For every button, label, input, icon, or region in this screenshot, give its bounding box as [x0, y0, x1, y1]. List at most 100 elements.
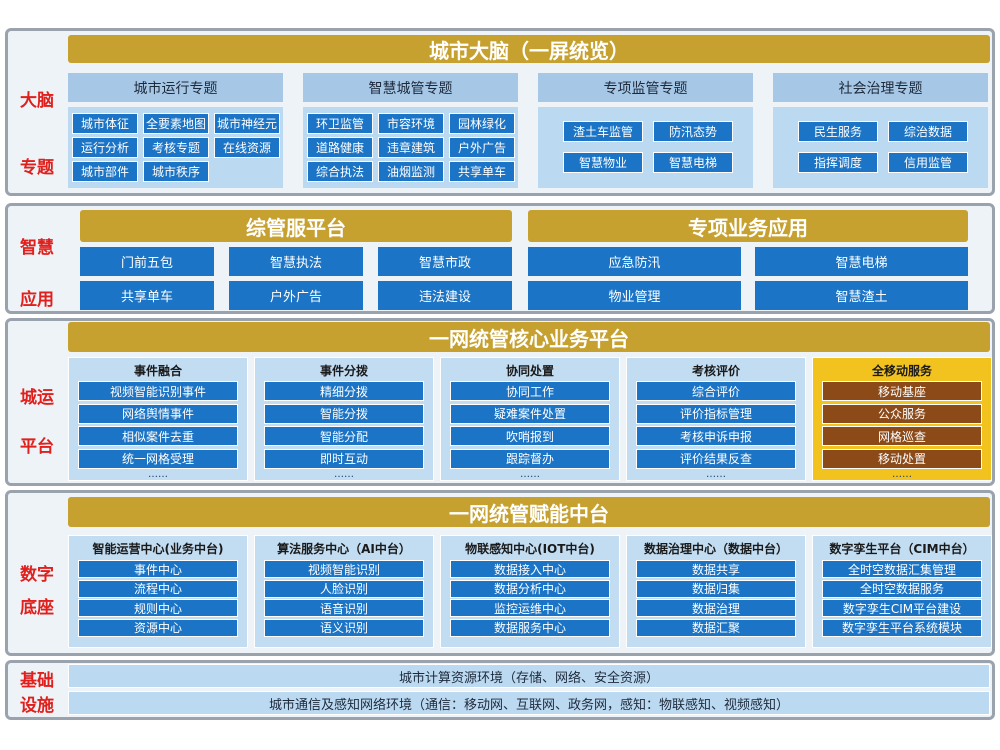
section-title: 一网统管核心业务平台 [68, 322, 990, 352]
topic-button: 城市神经元 [214, 113, 280, 134]
topic-button: 考核专题 [143, 137, 209, 158]
topic-button: 智慧物业 [563, 152, 643, 173]
center-title: 智能运营中心(业务中台) [92, 541, 224, 556]
group-panel [773, 107, 988, 188]
app-button: 智慧执法 [229, 247, 363, 276]
center-item: 数据治理 [636, 599, 796, 617]
module-item: 评价指标管理 [636, 403, 796, 424]
module-title: 考核评价 [691, 363, 740, 378]
module-item: 网络舆情事件 [78, 403, 238, 424]
app-button: 智慧电梯 [755, 247, 968, 276]
section-label: 基础 [20, 670, 54, 691]
module-item: 疑难案件处置 [450, 403, 610, 424]
app-button: 物业管理 [528, 281, 741, 310]
center-item: 数据汇聚 [636, 618, 796, 637]
center-item: 规则中心 [78, 599, 238, 617]
module-item: 精细分拨 [264, 381, 424, 401]
app-button: 共享单车 [80, 281, 214, 310]
module-title: 全移动服务 [871, 363, 932, 378]
section-title: 一网统管赋能中台 [68, 497, 990, 527]
app-button: 应急防汛 [528, 247, 741, 276]
topic-button: 在线资源 [214, 137, 280, 158]
section-label: 应用 [20, 289, 54, 310]
module-item: 即时互动 [264, 448, 424, 469]
module-item: 网格巡查 [822, 426, 982, 446]
topic-button: 城市秩序 [143, 161, 209, 182]
module-item: 评价结果反查 [636, 448, 796, 469]
more-indicator: …… [148, 468, 168, 480]
section-label: 城运 [20, 387, 54, 408]
topic-button: 环卫监管 [307, 113, 373, 134]
topic-button: 户外广告 [449, 137, 515, 158]
more-indicator: …… [892, 468, 912, 480]
module-item: 跟踪督办 [450, 448, 610, 469]
center-item: 人脸识别 [264, 579, 424, 598]
module-title: 事件分拨 [319, 363, 368, 378]
center-title: 算法服务中心（AI中台） [277, 541, 411, 556]
panel-title: 综管服平台 [80, 210, 512, 242]
topic-button: 城市部件 [72, 161, 138, 182]
module-item: 公众服务 [822, 403, 982, 424]
section-label: 设施 [20, 695, 54, 716]
module-item: 综合评价 [636, 381, 796, 401]
topic-button: 综合执法 [307, 161, 373, 182]
section-label: 平台 [20, 436, 54, 457]
group-header: 社会治理专题 [773, 73, 988, 102]
group-header: 智慧城管专题 [303, 73, 518, 102]
center-title: 数字孪生平台（CIM中台） [829, 541, 975, 556]
center-item: 监控运维中心 [450, 599, 610, 617]
module-item: 移动处置 [822, 448, 982, 469]
topic-button: 全要素地图 [143, 113, 209, 134]
module-title: 事件融合 [133, 363, 182, 378]
module-item: 考核申诉申报 [636, 426, 796, 446]
topic-button: 民生服务 [798, 121, 878, 142]
module-item: 统一网格受理 [78, 448, 238, 469]
center-item: 数字孪生平台系统模块 [822, 618, 982, 637]
center-item: 流程中心 [78, 579, 238, 598]
center-item: 数据接入中心 [450, 560, 610, 578]
topic-button: 综治数据 [888, 121, 968, 142]
infra-row: 城市通信及感知网络环境（通信：移动网、互联网、政务网，感知：物联感知、视频感知） [68, 691, 990, 715]
topic-button: 共享单车 [449, 161, 515, 182]
section-label: 大脑 [20, 90, 54, 111]
more-indicator: …… [334, 468, 354, 480]
app-button: 户外广告 [229, 281, 363, 310]
module-item: 吹哨报到 [450, 426, 610, 446]
center-item: 数据服务中心 [450, 618, 610, 637]
center-item: 数据分析中心 [450, 579, 610, 598]
module-item: 协同工作 [450, 381, 610, 401]
topic-button: 市容环境 [378, 113, 444, 134]
center-item: 数据归集 [636, 579, 796, 598]
topic-button: 运行分析 [72, 137, 138, 158]
center-title: 物联感知中心(IOT中台) [465, 541, 595, 556]
module-item: 智能分配 [264, 426, 424, 446]
center-item: 语音识别 [264, 599, 424, 617]
topic-button: 违章建筑 [378, 137, 444, 158]
more-indicator: …… [706, 468, 726, 480]
topic-button: 道路健康 [307, 137, 373, 158]
module-title: 协同处置 [505, 363, 554, 378]
app-button: 违法建设 [378, 281, 512, 310]
topic-button: 城市体征 [72, 113, 138, 134]
topic-button: 油烟监测 [378, 161, 444, 182]
app-button: 门前五包 [80, 247, 214, 276]
center-item: 视频智能识别 [264, 560, 424, 578]
center-item: 全时空数据服务 [822, 579, 982, 598]
center-item: 事件中心 [78, 560, 238, 578]
center-item: 数据共享 [636, 560, 796, 578]
module-item: 移动基座 [822, 381, 982, 401]
topic-button: 渣土车监管 [563, 121, 643, 142]
module-item: 智能分拨 [264, 403, 424, 424]
topic-button: 信用监管 [888, 152, 968, 173]
module-item: 视频智能识别事件 [78, 381, 238, 401]
center-item: 数字孪生CIM平台建设 [822, 599, 982, 617]
app-button: 智慧渣土 [755, 281, 968, 310]
section-label: 数字 [20, 564, 54, 585]
more-indicator: …… [520, 468, 540, 480]
section-label: 专题 [20, 157, 54, 178]
group-header: 专项监管专题 [538, 73, 753, 102]
center-item: 全时空数据汇集管理 [822, 560, 982, 578]
center-item: 语义识别 [264, 618, 424, 637]
section-label: 智慧 [20, 237, 54, 258]
